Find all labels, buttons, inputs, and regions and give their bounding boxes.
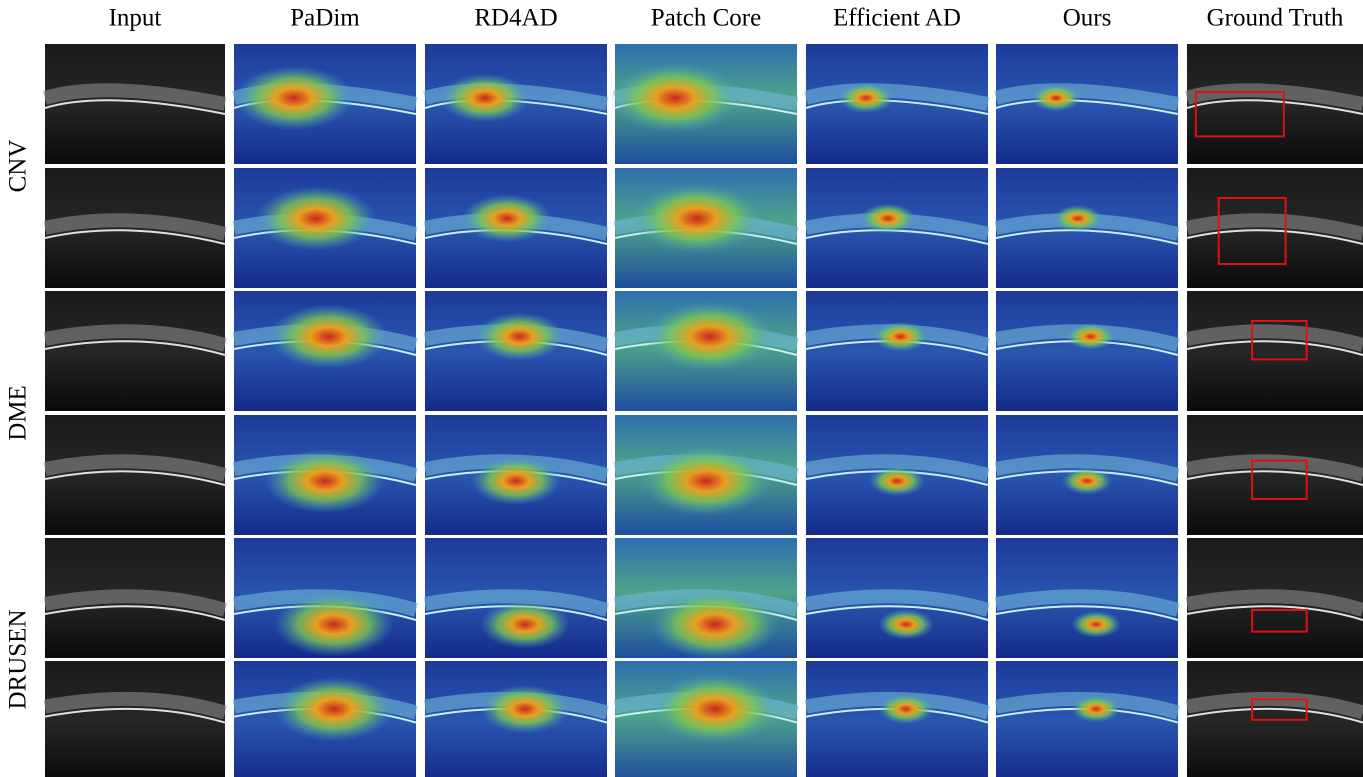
anomaly-heat	[274, 677, 394, 742]
anomaly-heat	[471, 457, 561, 506]
anomaly-heat	[234, 66, 354, 131]
anomaly-heat	[860, 203, 916, 233]
row-label: DRUSEN	[5, 609, 32, 709]
anomaly-heat	[1062, 468, 1112, 495]
figure: Input PaDim RD4AD Patch Core Efficient AD Our…	[0, 0, 1363, 777]
image-cell	[425, 538, 607, 658]
anomaly-heat	[462, 194, 552, 243]
cell-background	[996, 291, 1178, 411]
anomaly-heat	[256, 186, 376, 251]
anomaly-heat	[878, 609, 934, 639]
anomaly-heat	[869, 466, 925, 496]
image-cell	[234, 168, 416, 288]
image-cell	[425, 415, 607, 535]
column-header: Ground Truth	[1207, 5, 1344, 32]
image-cell	[996, 168, 1178, 288]
anomaly-heat	[1071, 696, 1121, 723]
anomaly-heat	[480, 600, 570, 649]
anomaly-heat	[475, 312, 565, 361]
column-header: Efficient AD	[833, 5, 961, 32]
anomaly-heat	[838, 83, 894, 113]
image-cell	[45, 538, 225, 658]
image-cell	[996, 291, 1178, 411]
image-cell	[806, 415, 988, 535]
anomaly-heat	[878, 694, 934, 724]
column-header: PaDim	[290, 5, 360, 32]
anomaly-heat	[265, 449, 385, 514]
cell-background	[45, 661, 225, 777]
image-cell	[996, 661, 1178, 777]
image-cell	[996, 538, 1178, 658]
image-cell	[45, 44, 225, 164]
image-cell	[1187, 168, 1363, 288]
anomaly-heat	[1071, 611, 1121, 638]
image-cell	[234, 291, 416, 411]
image-cell	[615, 168, 797, 288]
anomaly-heat	[1053, 205, 1103, 232]
row-label: DME	[5, 385, 32, 441]
image-cell	[425, 168, 607, 288]
anomaly-heat	[1066, 323, 1116, 350]
image-cell	[996, 415, 1178, 535]
anomaly-heat	[641, 446, 771, 516]
image-cell	[425, 291, 607, 411]
anomaly-heat	[645, 302, 775, 372]
image-cell	[806, 661, 988, 777]
anomaly-heat	[632, 183, 762, 253]
anomaly-heat	[873, 321, 929, 351]
cell-background	[1187, 291, 1363, 411]
image-cell	[615, 538, 797, 660]
image-cell	[615, 291, 797, 411]
anomaly-heat	[274, 592, 394, 657]
row-label: CNV	[5, 140, 32, 193]
column-header: RD4AD	[474, 5, 557, 32]
image-cell	[806, 44, 988, 164]
image-cell	[996, 44, 1178, 164]
image-cell	[425, 44, 607, 164]
image-cell	[806, 168, 988, 288]
anomaly-heat	[480, 685, 570, 734]
image-cell	[425, 661, 607, 777]
image-cell	[234, 538, 416, 658]
image-cell	[806, 538, 988, 658]
image-cell	[234, 661, 416, 777]
anomaly-heat	[610, 63, 740, 133]
image-cell	[615, 661, 797, 777]
image-cell	[234, 415, 416, 535]
image-cell	[615, 415, 797, 535]
image-cell	[45, 168, 225, 288]
image-cell	[45, 415, 225, 535]
image-cell	[610, 44, 797, 164]
column-header: Input	[109, 5, 162, 32]
column-header: Ours	[1063, 5, 1112, 32]
cell-background	[45, 291, 225, 411]
column-header: Patch Core	[651, 5, 761, 32]
anomaly-heat	[269, 304, 389, 369]
image-cell	[1187, 415, 1363, 535]
image-cell	[1187, 291, 1363, 411]
anomaly-heat	[440, 74, 530, 123]
anomaly-heat	[1031, 85, 1081, 112]
anomaly-heat	[650, 674, 780, 744]
image-cell	[45, 661, 225, 777]
anomaly-heat	[650, 589, 780, 659]
image-cell	[1187, 661, 1363, 777]
image-cell	[806, 291, 988, 411]
image-cell	[234, 44, 416, 164]
image-cell	[1187, 538, 1363, 658]
image-cell	[1187, 44, 1363, 164]
image-cell	[45, 291, 225, 411]
